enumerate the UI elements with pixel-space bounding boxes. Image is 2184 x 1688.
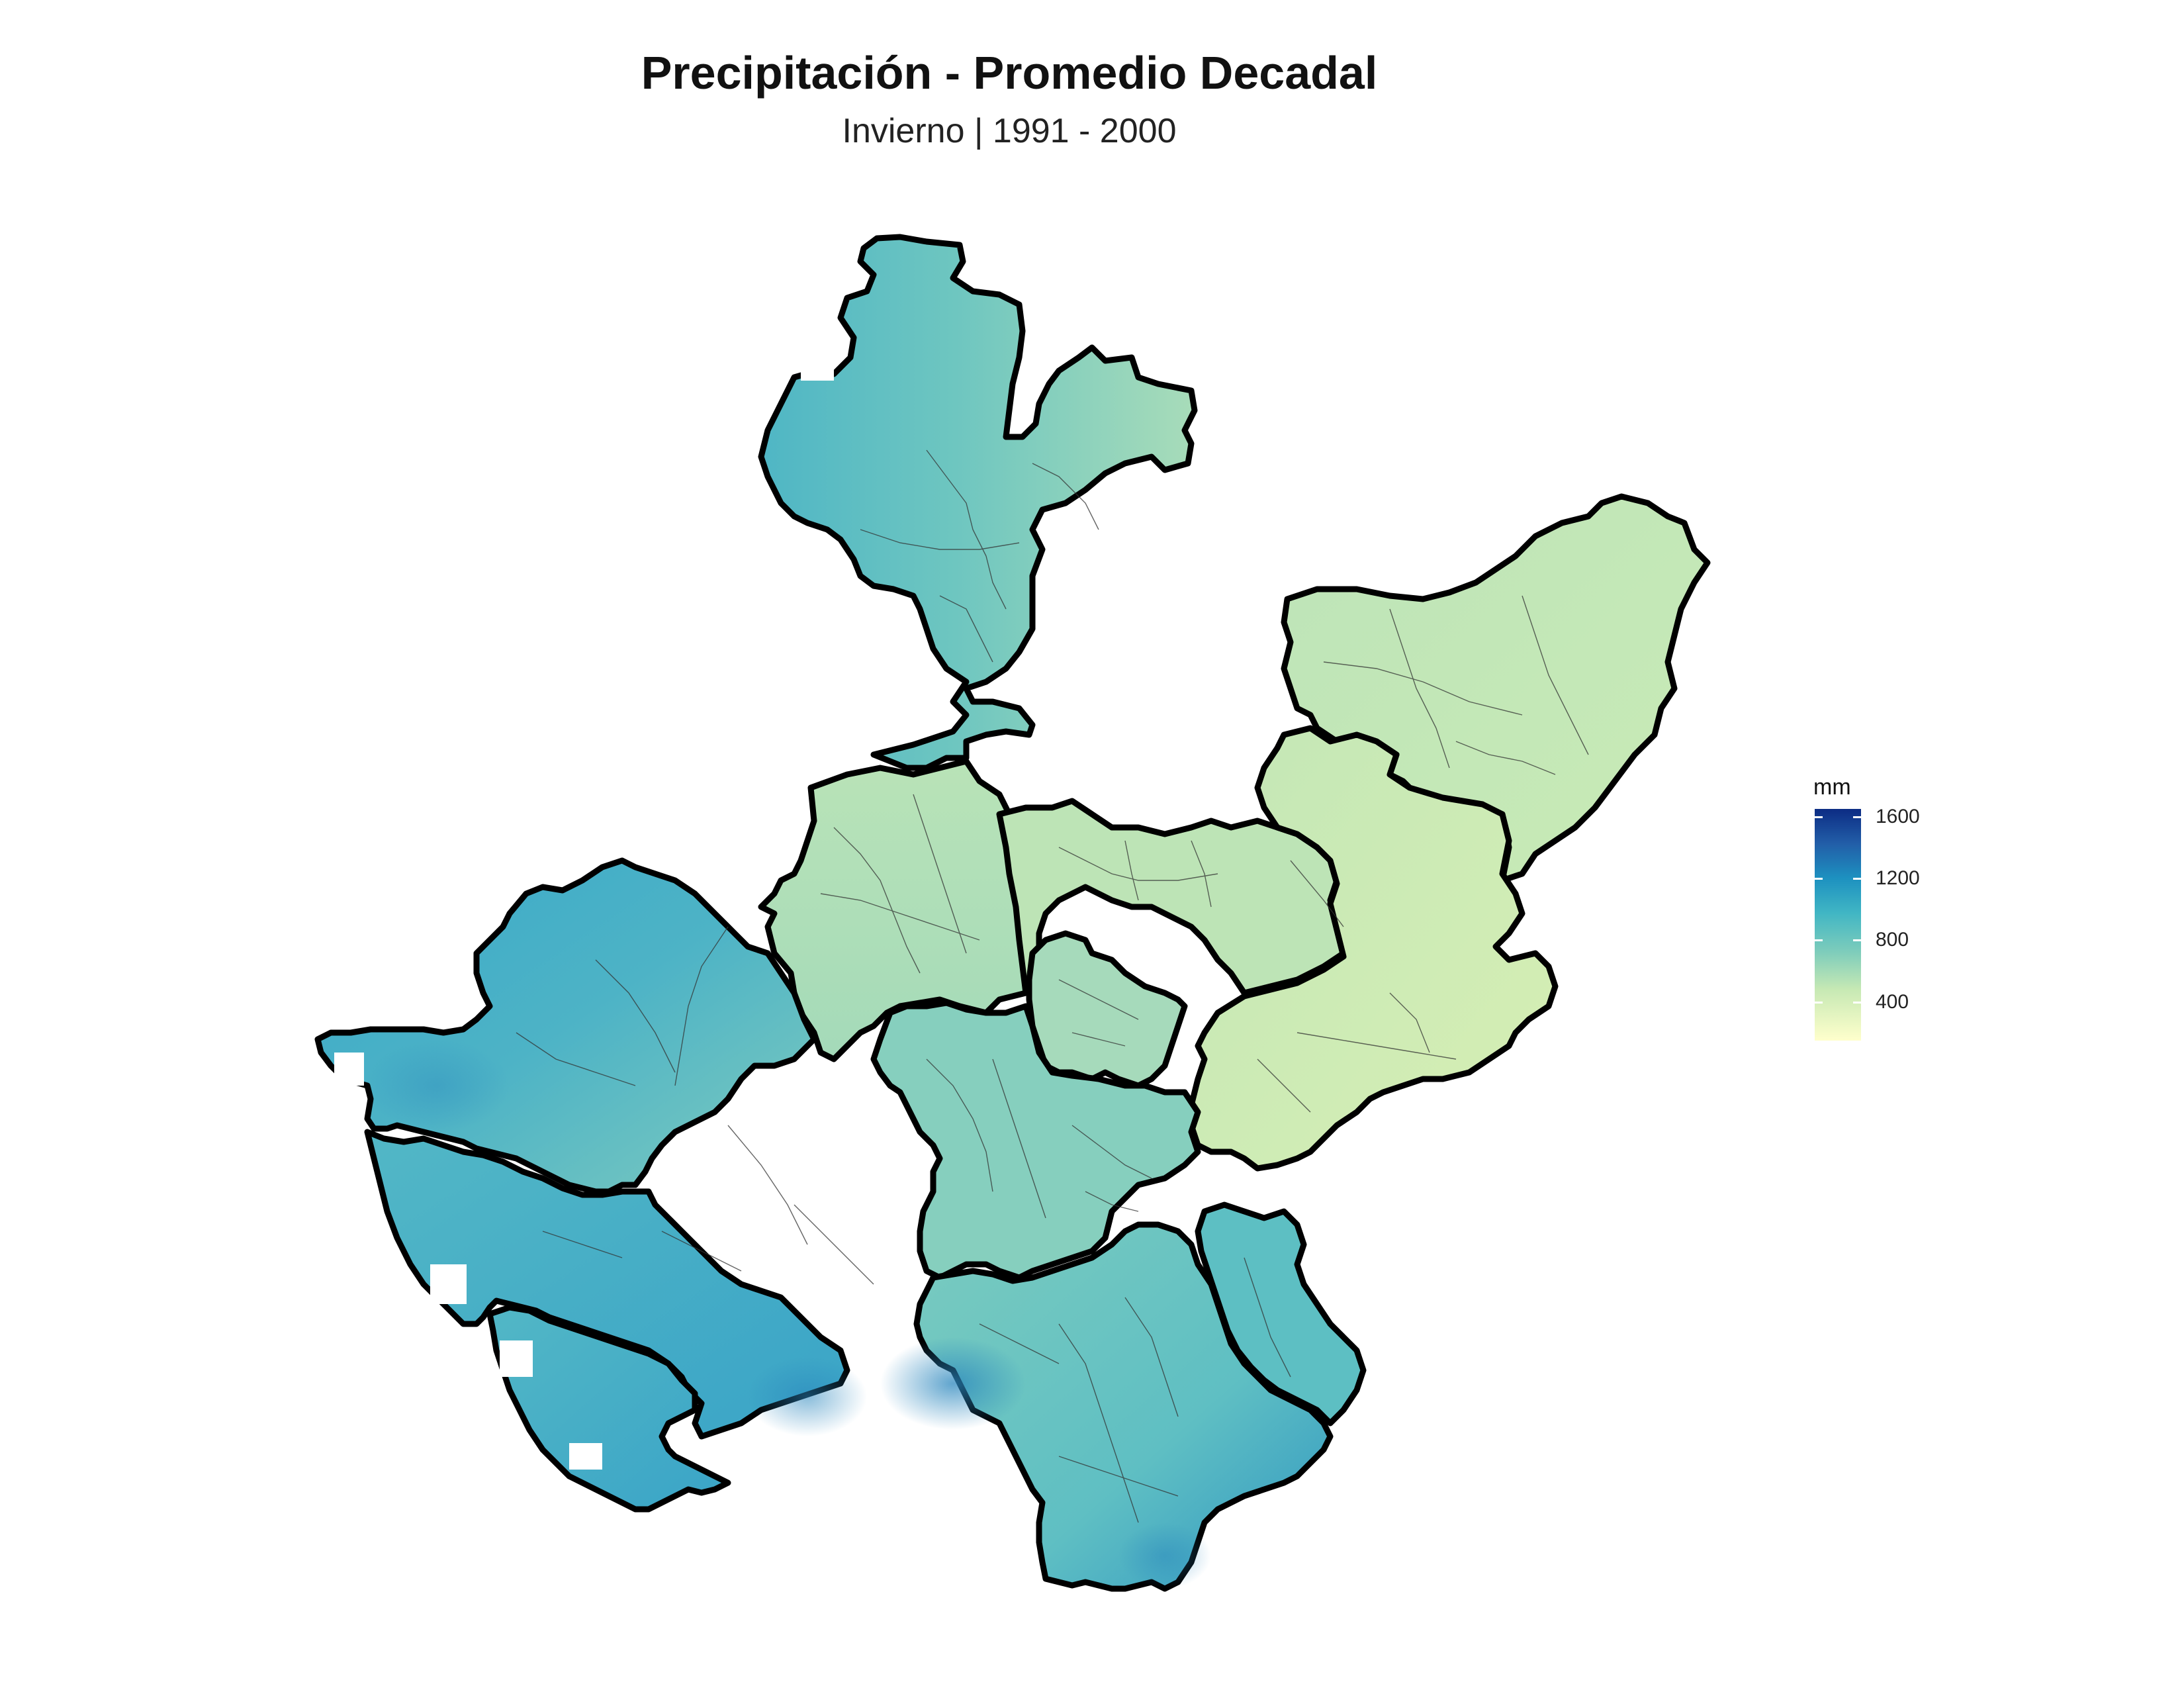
- wet-zone-south: [880, 1337, 1026, 1430]
- legend-tick-label: 400: [1876, 990, 1909, 1013]
- chart-title: Precipitación - Promedio Decadal: [641, 47, 1378, 99]
- region-altos-sur: [1188, 725, 1559, 1172]
- nodata-cell: [569, 1443, 602, 1470]
- municipal-boundaries: [516, 449, 1589, 1523]
- legend-tick-label: 1200: [1876, 867, 1920, 889]
- legend-colorbar: [1815, 809, 1861, 1041]
- legend-tick-mark: [1815, 878, 1823, 880]
- legend-tick-mark: [1815, 939, 1823, 942]
- color-legend: mm 1600 1200 800 400: [1813, 774, 1985, 1066]
- wet-zone-west: [364, 1039, 510, 1132]
- nodata-cell: [334, 1053, 364, 1086]
- legend-tick-mark: [1853, 1001, 1861, 1004]
- legend-tick-mark: [1815, 816, 1823, 818]
- nodata-cell: [430, 1264, 467, 1304]
- legend-tick-label: 800: [1876, 929, 1909, 951]
- region-southeast: [1195, 1201, 1367, 1427]
- legend-tick-mark: [1853, 939, 1861, 942]
- legend-tick-label: 1600: [1876, 805, 1920, 827]
- region-coast-south: [486, 1304, 731, 1513]
- region-valles: [870, 1000, 1201, 1281]
- legend-tick-mark: [1853, 878, 1861, 880]
- nodata-cell: [500, 1340, 533, 1377]
- legend-tick-mark: [1853, 816, 1861, 818]
- chart-subtitle: Invierno | 1991 - 2000: [842, 112, 1177, 150]
- wet-zone-southtip: [1118, 1523, 1211, 1589]
- region-north: [758, 234, 1198, 771]
- region-centro: [1026, 930, 1188, 1089]
- legend-tick-mark: [1815, 1001, 1823, 1004]
- wet-zone-southwest: [748, 1357, 867, 1436]
- nodata-cell: [801, 341, 834, 381]
- region-south: [913, 1221, 1334, 1592]
- legend-title: mm: [1813, 774, 1851, 800]
